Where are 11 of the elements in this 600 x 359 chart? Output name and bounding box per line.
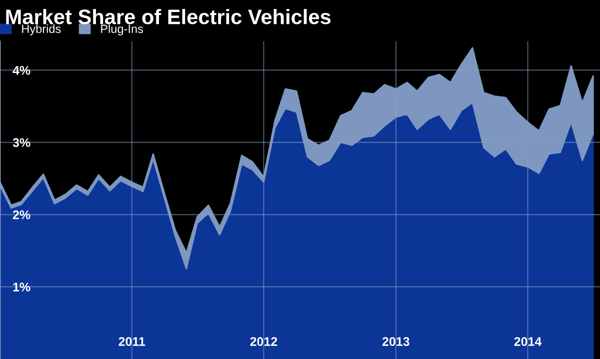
legend-label: Hybrids xyxy=(22,24,61,36)
x-tick-label: 2011 xyxy=(118,337,146,346)
y-tick-label: 3% xyxy=(12,138,30,148)
legend-label: Plug-Ins xyxy=(101,24,144,36)
y-tick-label: 2% xyxy=(12,210,30,220)
x-tick-label: 2013 xyxy=(382,337,410,346)
x-tick-label: 2014 xyxy=(514,337,542,346)
y-tick-label: 4% xyxy=(12,66,30,75)
x-tick-label: 2012 xyxy=(250,337,278,346)
chart-title: Market Share of Electric Vehicles xyxy=(6,8,330,24)
y-tick-label: 1% xyxy=(13,282,30,292)
